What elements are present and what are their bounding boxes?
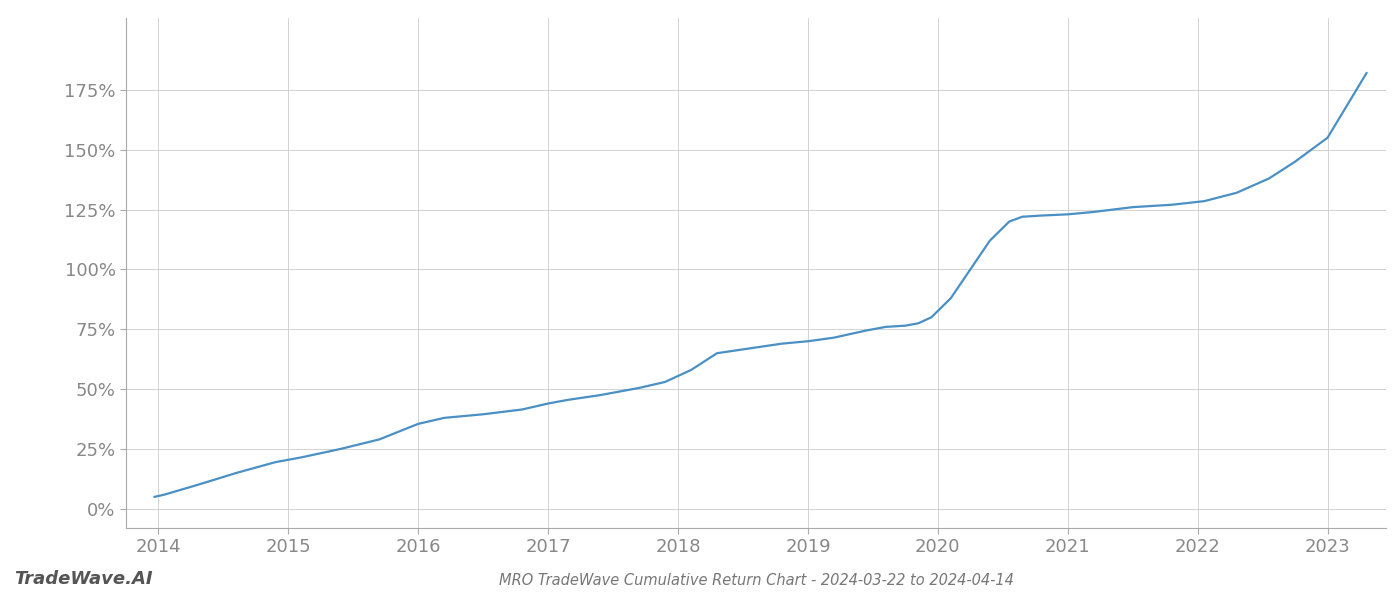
Text: MRO TradeWave Cumulative Return Chart - 2024-03-22 to 2024-04-14: MRO TradeWave Cumulative Return Chart - … bbox=[498, 573, 1014, 588]
Text: TradeWave.AI: TradeWave.AI bbox=[14, 570, 153, 588]
